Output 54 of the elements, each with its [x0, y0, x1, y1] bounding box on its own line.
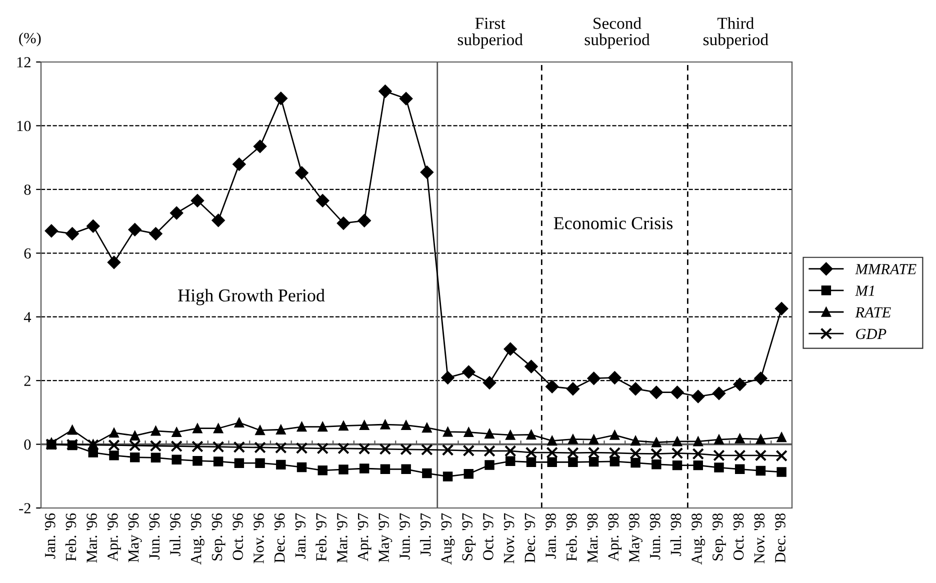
x-tick-label: Sep. '96: [212, 513, 226, 560]
x-tick-label: Aug. '96: [190, 513, 204, 565]
x-tick-label: Jun. '98: [650, 513, 660, 560]
x-tick-label: Aug. '97: [441, 513, 455, 565]
x-tick-label: Jun. '97: [400, 513, 410, 560]
x-tick-label: Dec. '97: [524, 513, 536, 563]
legend-label: GDP: [856, 328, 886, 340]
x-tick-label: Dec. '96: [274, 513, 285, 563]
x-tick-label: Dec. '98: [775, 513, 786, 563]
legend-label: M1: [855, 286, 874, 296]
text: First subperiod: [458, 18, 523, 49]
x-tick-label: Aug. '98: [692, 513, 706, 565]
legend-label: RATE: [855, 307, 891, 318]
x-tick-label: Jul. '96: [170, 513, 180, 556]
x-tick-label: Sep. '98: [712, 513, 726, 560]
annotation: High Growth Period: [178, 288, 325, 306]
y-axis-title: (%): [19, 32, 41, 46]
x-tick-label: Jul. '97: [420, 513, 431, 556]
x-tick-label: Jan. '96: [44, 513, 56, 559]
text: Third subperiod: [703, 17, 768, 49]
x-tick-label: Feb. '98: [566, 513, 577, 562]
y-tick-label: 0: [24, 439, 31, 450]
x-tick-label: Mar. '96: [86, 513, 98, 563]
x-tick-label: Jan. '98: [546, 513, 556, 559]
x-tick-label: Feb. '96: [65, 513, 76, 562]
x-tick-label: Jan. '97: [295, 513, 306, 559]
y-tick-label: 4: [24, 312, 32, 322]
legend-label: MMRATE: [855, 264, 916, 274]
x-tick-label: Apr. '97: [358, 513, 372, 562]
annotation: Economic Crisis: [554, 217, 673, 230]
y-tick-label: -2: [19, 503, 30, 514]
text: Second subperiod: [584, 17, 650, 49]
x-tick-label: May '96: [128, 513, 142, 562]
x-tick-label: Feb. '97: [316, 513, 327, 562]
x-tick-label: Oct. '98: [733, 513, 744, 560]
y-tick-label: 12: [17, 57, 30, 68]
y-tick-label: 10: [17, 120, 31, 132]
x-tick-label: Apr. '98: [608, 513, 622, 562]
x-tick-label: Jun. '96: [149, 513, 160, 560]
y-tick-label: 8: [24, 184, 31, 195]
x-tick-label: Nov. '97: [504, 513, 514, 564]
x-tick-label: Mar. '97: [337, 513, 348, 563]
y-tick-label: 2: [24, 376, 30, 386]
x-tick-label: Nov. '98: [754, 513, 765, 564]
x-tick-label: Mar. '98: [587, 513, 598, 563]
y-tick-label: 6: [24, 248, 31, 259]
x-tick-label: Oct. '97: [483, 513, 494, 560]
x-tick-label: Oct. '96: [232, 513, 244, 560]
x-tick-label: Sep. '97: [462, 513, 476, 560]
x-tick-label: May '97: [378, 513, 392, 562]
x-tick-label: Apr. '96: [108, 513, 121, 562]
x-tick-label: May '98: [629, 513, 642, 562]
x-tick-label: Jul. '98: [670, 513, 682, 556]
x-tick-label: Nov. '96: [254, 513, 264, 564]
